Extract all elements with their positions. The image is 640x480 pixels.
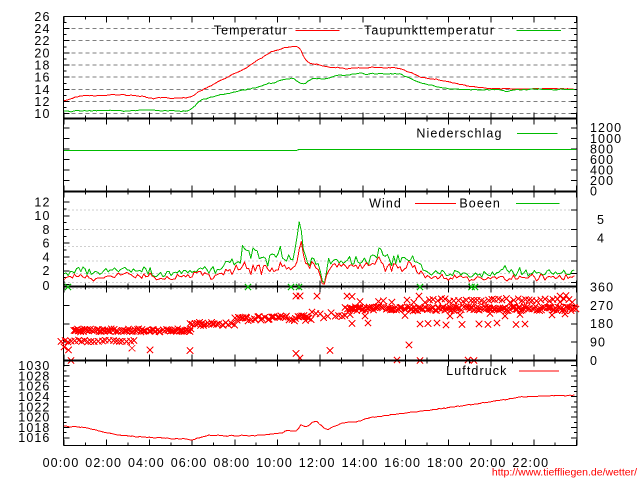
svg-text:1000: 1000 — [590, 132, 622, 146]
svg-text:1020: 1020 — [18, 411, 50, 425]
svg-text:Temperatur: Temperatur — [214, 23, 288, 37]
svg-text:Wind: Wind — [369, 197, 402, 211]
svg-text:400: 400 — [590, 163, 614, 177]
svg-text:20:00: 20:00 — [470, 456, 507, 470]
svg-text:1026: 1026 — [18, 380, 50, 394]
svg-text:24: 24 — [34, 22, 50, 36]
svg-text:22:00: 22:00 — [512, 456, 549, 470]
svg-text:2: 2 — [42, 264, 50, 278]
svg-text:18:00: 18:00 — [427, 456, 464, 470]
svg-text:1028: 1028 — [18, 369, 50, 383]
svg-text:10: 10 — [34, 107, 50, 121]
svg-text:1018: 1018 — [18, 421, 50, 435]
svg-text:90: 90 — [590, 336, 606, 350]
svg-text:270: 270 — [590, 299, 614, 313]
svg-text:00:00: 00:00 — [43, 456, 80, 470]
svg-text:Taupunkttemperatur: Taupunkttemperatur — [364, 23, 495, 37]
svg-text:22: 22 — [34, 34, 50, 48]
svg-text:0: 0 — [590, 354, 598, 368]
svg-text:14:00: 14:00 — [342, 456, 379, 470]
svg-text:12:00: 12:00 — [299, 456, 336, 470]
svg-text:14: 14 — [34, 83, 50, 97]
svg-text:800: 800 — [590, 142, 614, 156]
svg-text:20: 20 — [34, 46, 50, 60]
svg-text:200: 200 — [590, 174, 614, 188]
svg-text:Luftdruck: Luftdruck — [446, 364, 507, 378]
svg-text:1030: 1030 — [18, 359, 50, 373]
svg-text:180: 180 — [590, 317, 614, 331]
svg-text:360: 360 — [590, 280, 614, 294]
svg-text:1016: 1016 — [18, 431, 50, 445]
svg-text:10:00: 10:00 — [256, 456, 293, 470]
svg-text:5: 5 — [597, 213, 605, 227]
svg-text:0: 0 — [42, 279, 50, 293]
svg-text:1022: 1022 — [18, 400, 50, 414]
svg-text:06:00: 06:00 — [171, 456, 208, 470]
svg-text:18: 18 — [34, 58, 50, 72]
svg-text:4: 4 — [597, 231, 605, 245]
svg-text:Niederschlag: Niederschlag — [416, 126, 502, 140]
svg-text:8: 8 — [42, 223, 50, 237]
svg-text:16:00: 16:00 — [384, 456, 421, 470]
svg-text:0: 0 — [590, 184, 598, 198]
svg-text:16: 16 — [34, 71, 50, 85]
svg-text:02:00: 02:00 — [85, 456, 122, 470]
svg-text:1024: 1024 — [18, 390, 50, 404]
svg-text:600: 600 — [590, 153, 614, 167]
svg-text:26: 26 — [34, 10, 50, 24]
svg-text:1200: 1200 — [590, 121, 622, 135]
svg-text:08:00: 08:00 — [213, 456, 250, 470]
svg-text:http://www.tieffliegen.de/wett: http://www.tieffliegen.de/wetter/ — [492, 466, 637, 478]
svg-text:04:00: 04:00 — [128, 456, 165, 470]
svg-text:Boeen: Boeen — [459, 197, 501, 211]
svg-text:10: 10 — [34, 209, 50, 223]
svg-text:12: 12 — [34, 195, 50, 209]
svg-text:12: 12 — [34, 95, 50, 109]
svg-text:6: 6 — [42, 237, 50, 251]
svg-text:4: 4 — [42, 250, 50, 264]
